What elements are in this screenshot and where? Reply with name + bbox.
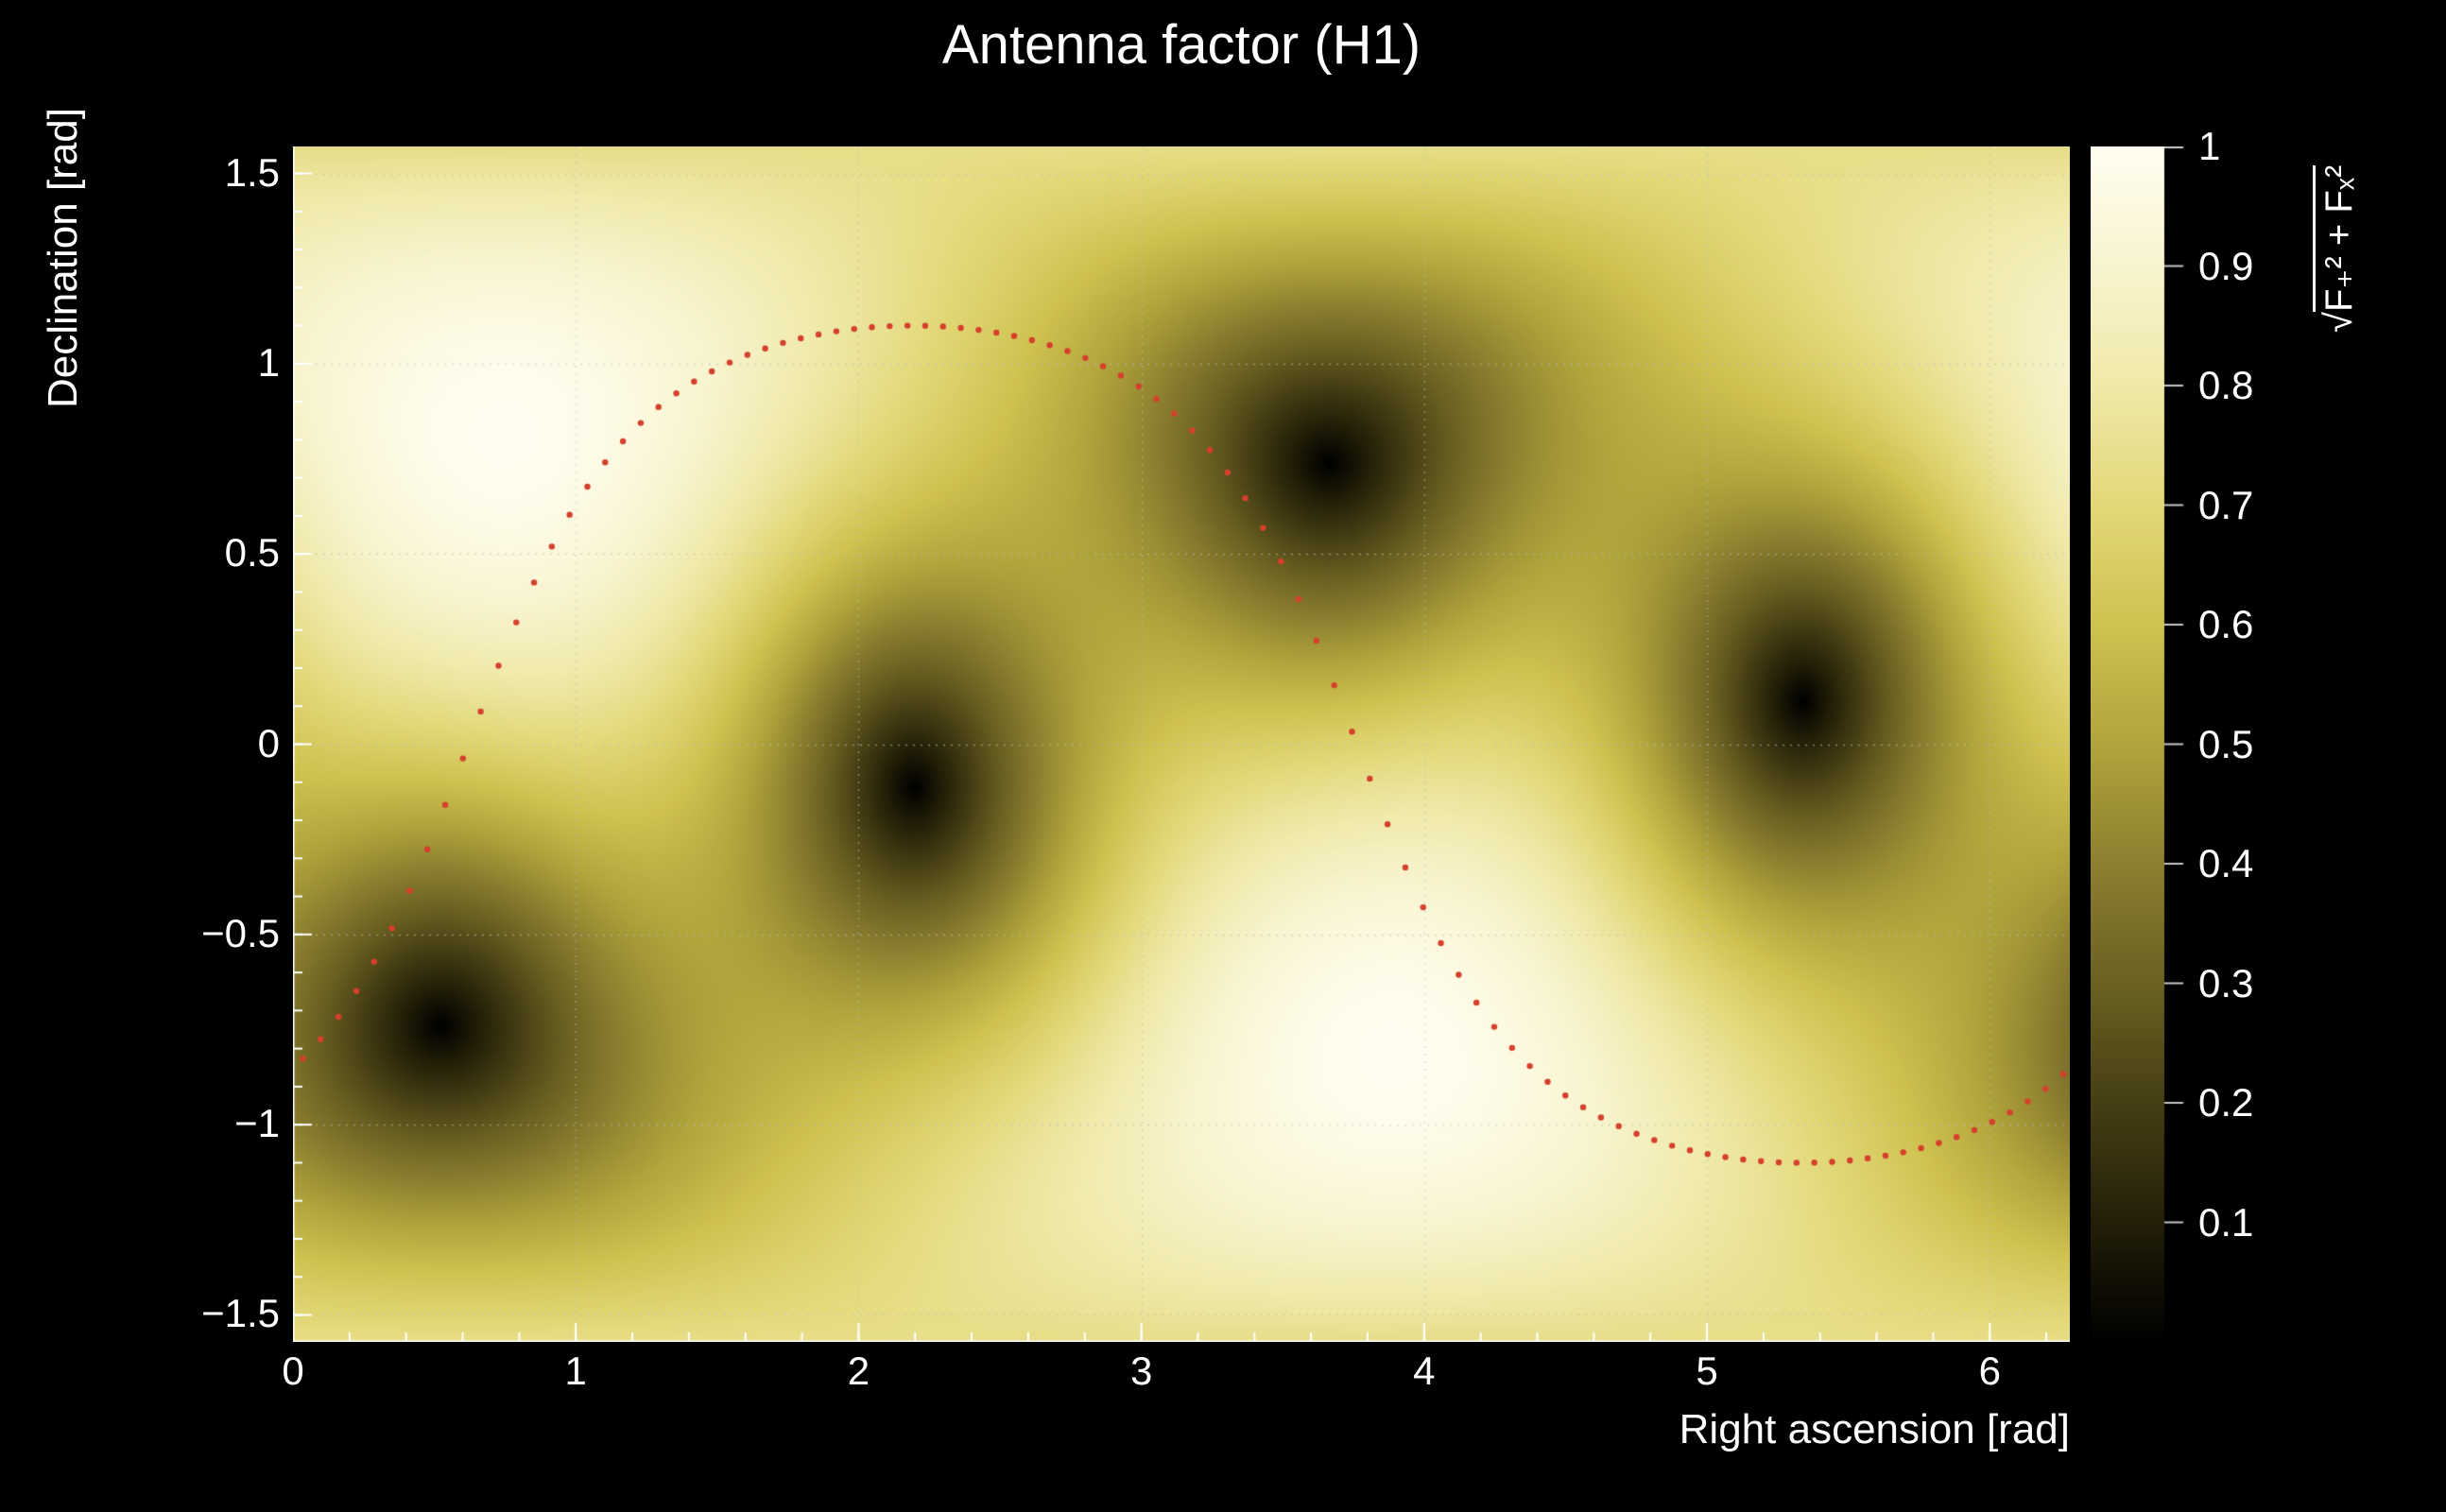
colorbar-tick-label: 0.7 (2198, 482, 2254, 527)
y-tick-label: −1 (234, 1101, 280, 1146)
colorbar-canvas (2091, 146, 2195, 1342)
y-tick-label: −0.5 (201, 910, 280, 955)
colorbar-tick-label: 0.2 (2198, 1080, 2254, 1125)
y-tick-label: 1 (257, 339, 280, 385)
colorbar-tick-label: 0.8 (2198, 363, 2254, 407)
y-tick-label: 0 (257, 720, 280, 765)
radical-sign: √ (2318, 312, 2360, 333)
colorbar-tick-label: 0.4 (2198, 841, 2254, 885)
y-axis-title: Declination [rad] (40, 108, 86, 408)
x-tick-label: 4 (1413, 1349, 1436, 1393)
figure-title: Antenna factor (H1) (941, 14, 1421, 76)
x-tick-label: 2 (847, 1349, 870, 1393)
heatmap-canvas (293, 146, 2070, 1342)
colorbar-tick-label: 0.1 (2198, 1199, 2254, 1245)
x-tick-label: 5 (1696, 1349, 1718, 1393)
x-tick-label: 1 (564, 1349, 587, 1393)
colorbar-tick-label: 0.3 (2198, 960, 2254, 1005)
colorbar-tick-label: 0.9 (2198, 243, 2254, 288)
colorbar-title: √F₊² + Fₓ² (2313, 164, 2361, 333)
x-tick-label: 3 (1129, 1349, 1153, 1393)
colorbar-tick-label: 0.5 (2198, 721, 2254, 766)
x-axis-title: Right ascension [rad] (1679, 1406, 2070, 1452)
x-tick-label: 6 (1978, 1349, 2001, 1393)
y-tick-label: 0.5 (224, 530, 280, 576)
y-tick-label: −1.5 (201, 1291, 280, 1336)
colorbar-tick-label: 0.6 (2198, 602, 2254, 646)
radicand-expression: F₊² + Fₓ² (2313, 164, 2360, 313)
x-tick-label: 0 (282, 1349, 304, 1393)
y-tick-label: 1.5 (224, 149, 280, 195)
colorbar-tick-label: 1 (2198, 124, 2221, 168)
